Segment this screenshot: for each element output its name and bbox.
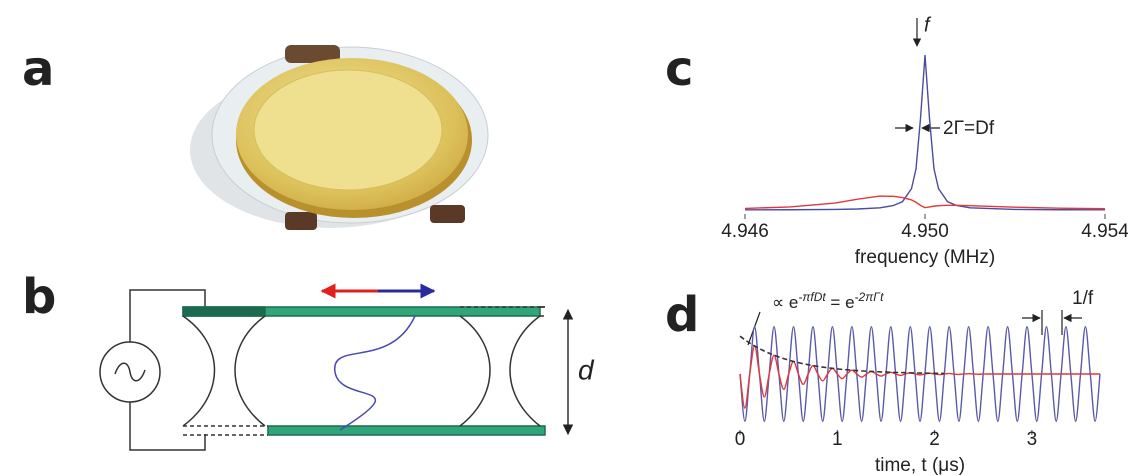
- x-tick-label: 4.954: [1081, 221, 1128, 242]
- x-tick-label: 0: [735, 429, 746, 450]
- distance-label: d: [578, 354, 595, 385]
- annotation-part: -2πΓt: [855, 290, 885, 304]
- x-tick-label: 1: [832, 429, 843, 450]
- annotation: ∝ e-πfDt = e-2πΓt: [772, 290, 884, 312]
- data-line: [739, 335, 945, 375]
- x-tick-label: 4.946: [721, 221, 769, 242]
- panel-label: b: [22, 269, 56, 325]
- x-tick-label: 2: [929, 429, 940, 450]
- x-axis-label: time, t (μs): [875, 455, 965, 476]
- annotation: f: [924, 14, 932, 36]
- x-tick-label: 3: [1027, 429, 1038, 450]
- panel-label: d: [665, 287, 699, 343]
- x-axis-label: frequency (MHz): [855, 247, 995, 268]
- data-line: [744, 54, 1106, 211]
- data-line: [744, 195, 1106, 210]
- x-tick-label: 4.950: [901, 221, 949, 242]
- panel-label: c: [665, 41, 693, 97]
- panel-label: a: [22, 41, 54, 97]
- annotation: 1/f: [1072, 288, 1094, 309]
- annotation-part: -πfDt: [798, 290, 826, 304]
- period-marker: [747, 310, 1082, 346]
- data-line: [739, 326, 1101, 422]
- piezo-photo: [190, 45, 489, 230]
- annotation-part: = e: [826, 293, 855, 312]
- annotation-part: ∝ e: [772, 293, 798, 312]
- data-line: [739, 345, 1101, 409]
- resonator-diagram: [99, 283, 574, 451]
- peak-arrow: [895, 18, 940, 133]
- annotation: 2Γ=Df: [943, 118, 995, 139]
